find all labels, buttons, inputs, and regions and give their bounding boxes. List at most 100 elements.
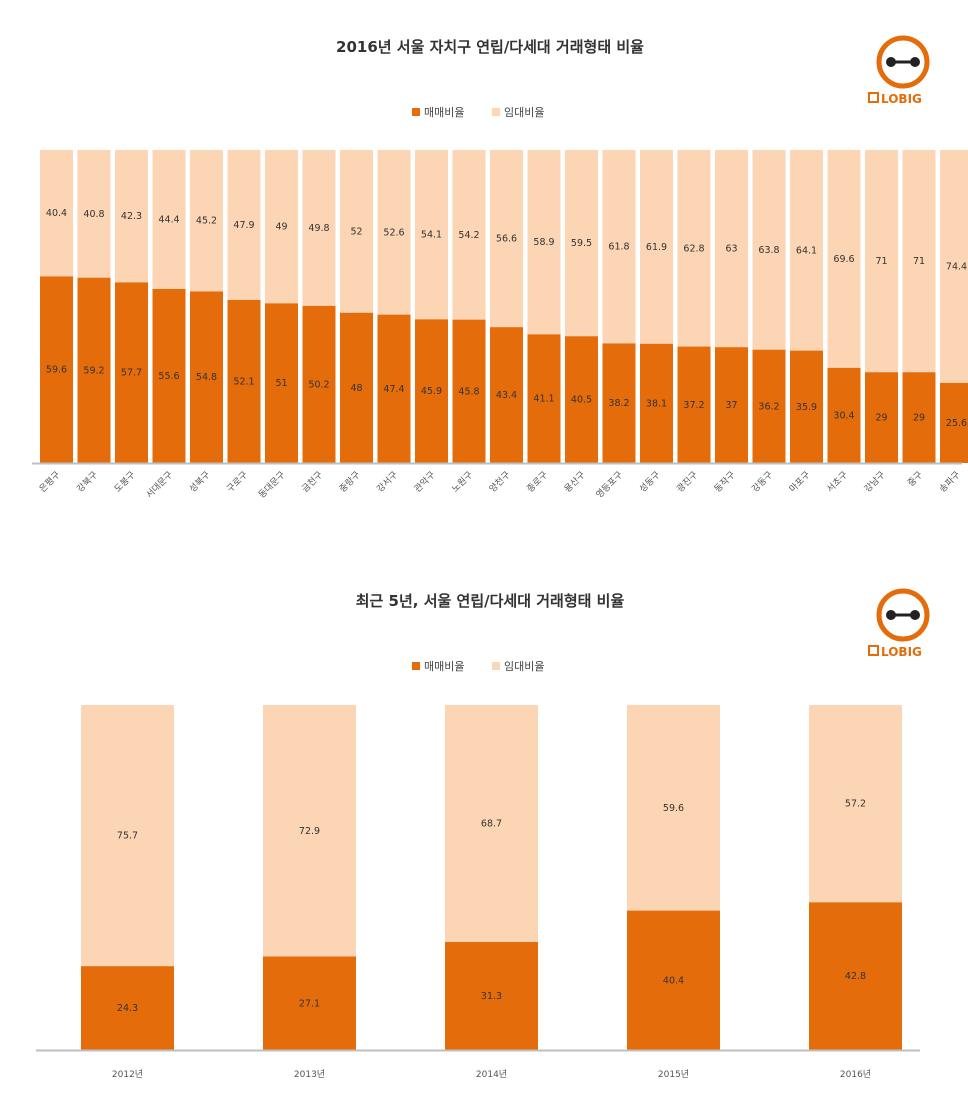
bar-rent bbox=[627, 705, 720, 911]
data-label-rent: 42.3 bbox=[121, 211, 142, 222]
data-label-sale: 51 bbox=[275, 378, 287, 389]
data-label-rent: 69.6 bbox=[833, 254, 854, 265]
bar-group: 54.2 45.8 노원구 bbox=[450, 150, 486, 495]
data-label-rent: 40.8 bbox=[83, 209, 104, 220]
data-label-sale: 24.3 bbox=[117, 1003, 138, 1014]
chart-title: 2016년 서울 자치구 연립/다세대 거래형태 비율 bbox=[336, 38, 644, 56]
data-label-rent: 57.2 bbox=[845, 799, 866, 810]
bar-sale bbox=[827, 367, 861, 463]
data-label-rent: 61.9 bbox=[646, 242, 667, 253]
data-label-rent: 64.1 bbox=[796, 245, 817, 256]
legend-label: 임대비율 bbox=[504, 660, 544, 673]
legend-swatch bbox=[492, 108, 500, 116]
data-label-sale: 37.2 bbox=[683, 400, 704, 411]
data-label-rent: 62.8 bbox=[683, 243, 704, 254]
bar-group: 42.3 57.7 도봉구 bbox=[112, 150, 148, 495]
dumbbell-weight bbox=[886, 610, 896, 620]
bar-rent bbox=[152, 150, 186, 289]
bar-group: 49.8 50.2 금천구 bbox=[300, 150, 336, 495]
bar-group: 47.9 52.1 구로구 bbox=[225, 150, 261, 495]
data-label-sale: 37 bbox=[725, 400, 737, 411]
x-tick-label: 양천구 bbox=[487, 469, 512, 494]
bar-rent bbox=[715, 150, 748, 348]
bar-sale bbox=[152, 288, 186, 463]
bar-rent bbox=[490, 150, 523, 328]
logo: LOBIG bbox=[868, 35, 930, 106]
data-label-rent: 49.8 bbox=[308, 223, 329, 234]
x-tick-label: 강남구 bbox=[862, 469, 887, 494]
bar-group: 59.6 40.4 2015년 bbox=[627, 705, 720, 1080]
data-label-sale: 40.5 bbox=[571, 395, 592, 406]
x-tick-label: 동대문구 bbox=[256, 469, 287, 500]
bar-rent bbox=[40, 150, 73, 277]
data-label-rent: 47.9 bbox=[233, 220, 254, 231]
x-tick-label: 구로구 bbox=[225, 469, 250, 494]
data-label-rent: 75.7 bbox=[117, 831, 138, 842]
data-label-sale: 31.3 bbox=[481, 991, 502, 1002]
x-tick-label: 강북구 bbox=[75, 469, 100, 494]
x-tick-label: 노원구 bbox=[450, 469, 475, 494]
bar-group: 74.4 25.6 송파구 bbox=[937, 150, 968, 495]
data-label-rent: 74.4 bbox=[946, 261, 967, 272]
data-label-sale: 52.1 bbox=[233, 376, 254, 387]
data-label-sale: 47.4 bbox=[383, 384, 404, 395]
data-label-rent: 59.5 bbox=[571, 238, 592, 249]
bar-group: 61.8 38.2 영등포구 bbox=[594, 150, 636, 501]
bar-rent bbox=[809, 705, 902, 903]
data-label-rent: 52 bbox=[350, 226, 362, 237]
bar-sale bbox=[715, 347, 748, 463]
bar-sale bbox=[265, 303, 298, 463]
data-label-rent: 54.2 bbox=[458, 230, 479, 241]
data-label-sale: 59.2 bbox=[83, 365, 104, 376]
bar-sale bbox=[902, 372, 936, 463]
bar-group: 63.8 36.2 강동구 bbox=[750, 150, 786, 495]
data-label-sale: 42.8 bbox=[845, 971, 866, 982]
data-label-rent: 56.6 bbox=[496, 234, 517, 245]
x-tick-label: 금천구 bbox=[300, 469, 325, 494]
data-label-sale: 40.4 bbox=[663, 975, 684, 986]
bar-sale bbox=[452, 319, 486, 463]
x-tick-label: 강동구 bbox=[750, 469, 775, 494]
bar-group: 52.6 47.4 강서구 bbox=[375, 150, 411, 495]
bar-group: 63 37 동작구 bbox=[712, 150, 748, 495]
x-tick-label: 2015년 bbox=[658, 1069, 689, 1080]
data-label-rent: 54.1 bbox=[421, 230, 442, 241]
bar-rent bbox=[602, 150, 636, 344]
bar-group: 72.9 27.1 2013년 bbox=[263, 705, 356, 1080]
data-label-rent: 44.4 bbox=[158, 214, 179, 225]
data-label-rent: 52.6 bbox=[383, 227, 404, 238]
bar-rent bbox=[227, 150, 261, 300]
bar-rent bbox=[827, 150, 861, 368]
bar-group: 62.8 37.2 광진구 bbox=[674, 150, 711, 495]
bar-rent bbox=[340, 150, 373, 313]
bar-group: 69.6 30.4 서초구 bbox=[825, 150, 861, 495]
bar-rent bbox=[752, 150, 786, 350]
bar-sale bbox=[415, 319, 448, 463]
bar-sale bbox=[40, 276, 73, 463]
logo-text: LOBIG bbox=[881, 92, 922, 106]
bar-rent bbox=[902, 150, 936, 373]
data-label-sale: 25.6 bbox=[946, 418, 967, 429]
dumbbell-weight bbox=[886, 57, 896, 67]
data-label-sale: 50.2 bbox=[308, 379, 329, 390]
bar-rent bbox=[377, 150, 411, 315]
bar-group: 61.9 38.1 성동구 bbox=[637, 150, 673, 495]
bar-group: 58.9 41.1 종로구 bbox=[525, 150, 561, 495]
bar-group: 56.6 43.4 양천구 bbox=[487, 150, 523, 495]
data-label-sale: 29 bbox=[875, 413, 887, 424]
bar-rent bbox=[190, 150, 223, 292]
data-label-sale: 38.1 bbox=[646, 398, 667, 409]
data-label-sale: 30.4 bbox=[833, 410, 854, 421]
x-tick-label: 영등포구 bbox=[594, 469, 625, 500]
data-label-sale: 38.2 bbox=[608, 398, 629, 409]
data-label-sale: 54.8 bbox=[196, 372, 217, 383]
bar-sale bbox=[340, 312, 373, 463]
bar-rent bbox=[81, 705, 174, 967]
bar-group: 68.7 31.3 2014년 bbox=[445, 705, 538, 1080]
data-label-sale: 55.6 bbox=[158, 371, 179, 382]
bar-group: 57.2 42.8 2016년 bbox=[809, 705, 902, 1080]
legend-label: 매매비율 bbox=[424, 106, 464, 119]
x-tick-label: 서초구 bbox=[825, 469, 850, 494]
data-label-sale: 59.6 bbox=[46, 365, 67, 376]
